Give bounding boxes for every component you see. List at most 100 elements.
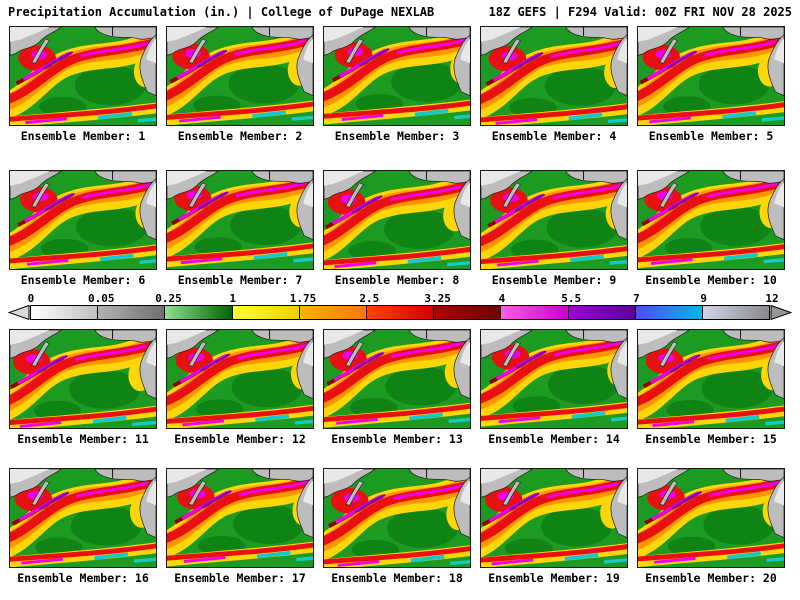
land-masses [10,27,156,96]
precipitation-map [637,26,785,126]
colorbar-ticks: 0 0.05 0.25 1 1.75 2.5 3.25 4 5.5 7 9 12 [28,292,779,305]
colorbar-segment [366,306,435,319]
ensemble-row-4: Ensemble Member: 16 [0,468,800,585]
title-bar: Precipitation Accumulation (in.) | Colle… [0,0,800,19]
colorbar-tick: 3.25 [424,292,451,305]
ensemble-panel: Ensemble Member: 13 [323,329,471,446]
land-masses [638,469,784,538]
land-masses [10,330,156,399]
ensemble-panel: Ensemble Member: 1 [9,26,157,143]
colorbar-left-arrow [8,305,30,320]
ensemble-row-3: Ensemble Member: 11 [0,329,800,446]
colorbar-segment [434,306,502,319]
colorbar-tick: 9 [700,292,708,305]
land-masses [324,27,470,96]
ensemble-member-label: Ensemble Member: 9 [491,273,617,287]
precipitation-map [637,170,785,270]
ensemble-member-label: Ensemble Member: 1 [20,129,146,143]
colorbar-tick: 0.05 [87,292,115,305]
land-masses [638,330,784,399]
precipitation-map [166,329,314,429]
colorbar-segment [232,306,300,319]
land-masses [481,171,627,240]
ensemble-member-label: Ensemble Member: 11 [17,432,149,446]
colorbar-segments [30,305,770,320]
precipitation-map [637,329,785,429]
precipitation-map [323,170,471,270]
ensemble-member-label: Ensemble Member: 20 [645,571,777,585]
ensemble-grid: Ensemble Member: 1 [0,26,800,585]
colorbar-tick: 5.5 [561,292,582,305]
ensemble-member-label: Ensemble Member: 19 [488,571,620,585]
precipitation-map [480,468,628,568]
precipitation-map [480,170,628,270]
colorbar-tick: 1.75 [289,292,317,305]
precip-field [10,29,156,125]
ensemble-member-label: Ensemble Member: 6 [20,273,146,287]
precip-field [10,331,156,428]
precipitation-map [9,170,157,270]
ensemble-member-label: Ensemble Member: 5 [648,129,774,143]
ensemble-panel: Ensemble Member: 8 [323,170,471,287]
land-masses [638,171,784,240]
land-masses [324,330,470,399]
colorbar-segment [98,306,166,319]
land-masses [324,469,470,538]
colorbar-tick: 4 [498,292,506,305]
ensemble-member-label: Ensemble Member: 14 [488,432,620,446]
ensemble-panel: Ensemble Member: 11 [9,329,157,446]
colorbar-bar [8,305,792,320]
ensemble-member-label: Ensemble Member: 13 [331,432,463,446]
colorbar-legend: 0 0.05 0.25 1 1.75 2.5 3.25 4 5.5 7 9 12 [0,292,800,320]
ensemble-member-label: Ensemble Member: 10 [645,273,777,287]
colorbar-tick: 2.5 [359,292,380,305]
ensemble-panel: Ensemble Member: 14 [480,329,628,446]
precipitation-map [9,329,157,429]
ensemble-panel: Ensemble Member: 2 [166,26,314,143]
ensemble-panel: Ensemble Member: 7 [166,170,314,287]
precip-field [481,469,627,567]
colorbar-tick: 12 [765,292,779,305]
ensemble-row-2: Ensemble Member: 6 [0,170,800,287]
colorbar-segment [568,306,636,319]
precipitation-map [9,26,157,126]
ensemble-panel: Ensemble Member: 17 [166,468,314,585]
ensemble-member-label: Ensemble Member: 8 [334,273,460,287]
ensemble-member-label: Ensemble Member: 18 [331,571,463,585]
precipitation-map [637,468,785,568]
precipitation-map [480,329,628,429]
ensemble-panel: Ensemble Member: 9 [480,170,628,287]
land-masses [167,469,313,538]
precipitation-map [166,468,314,568]
colorbar-segment [702,306,770,319]
ensemble-panel: Ensemble Member: 12 [166,329,314,446]
ensemble-member-label: Ensemble Member: 15 [645,432,777,446]
precipitation-map [166,26,314,126]
precip-field [324,27,470,125]
colorbar-right-arrow [770,305,792,320]
precipitation-map [166,170,314,270]
ensemble-member-label: Ensemble Member: 4 [491,129,617,143]
ensemble-panel: Ensemble Member: 20 [637,468,785,585]
ensemble-panel: Ensemble Member: 19 [480,468,628,585]
precip-field [638,469,784,567]
ensemble-row-1: Ensemble Member: 1 [0,26,800,143]
ensemble-member-label: Ensemble Member: 7 [177,273,303,287]
land-masses [167,330,313,399]
colorbar-segment [31,306,99,319]
ensemble-member-label: Ensemble Member: 12 [174,432,306,446]
product-title: Precipitation Accumulation (in.) | Colle… [8,5,435,19]
precip-field [167,469,313,567]
ensemble-panel: Ensemble Member: 18 [323,468,471,585]
ensemble-panel: Ensemble Member: 3 [323,26,471,143]
ensemble-panel: Ensemble Member: 15 [637,329,785,446]
colorbar-tick: 1 [229,292,237,305]
run-valid-info: 18Z GEFS | F294 Valid: 00Z FRI NOV 28 20… [488,5,792,19]
precipitation-map [323,329,471,429]
precip-field [324,171,470,269]
ensemble-panel: Ensemble Member: 4 [480,26,628,143]
ensemble-panel: Ensemble Member: 16 [9,468,157,585]
colorbar-segment [299,306,367,319]
precipitation-map [480,26,628,126]
ensemble-panel: Ensemble Member: 10 [637,170,785,287]
